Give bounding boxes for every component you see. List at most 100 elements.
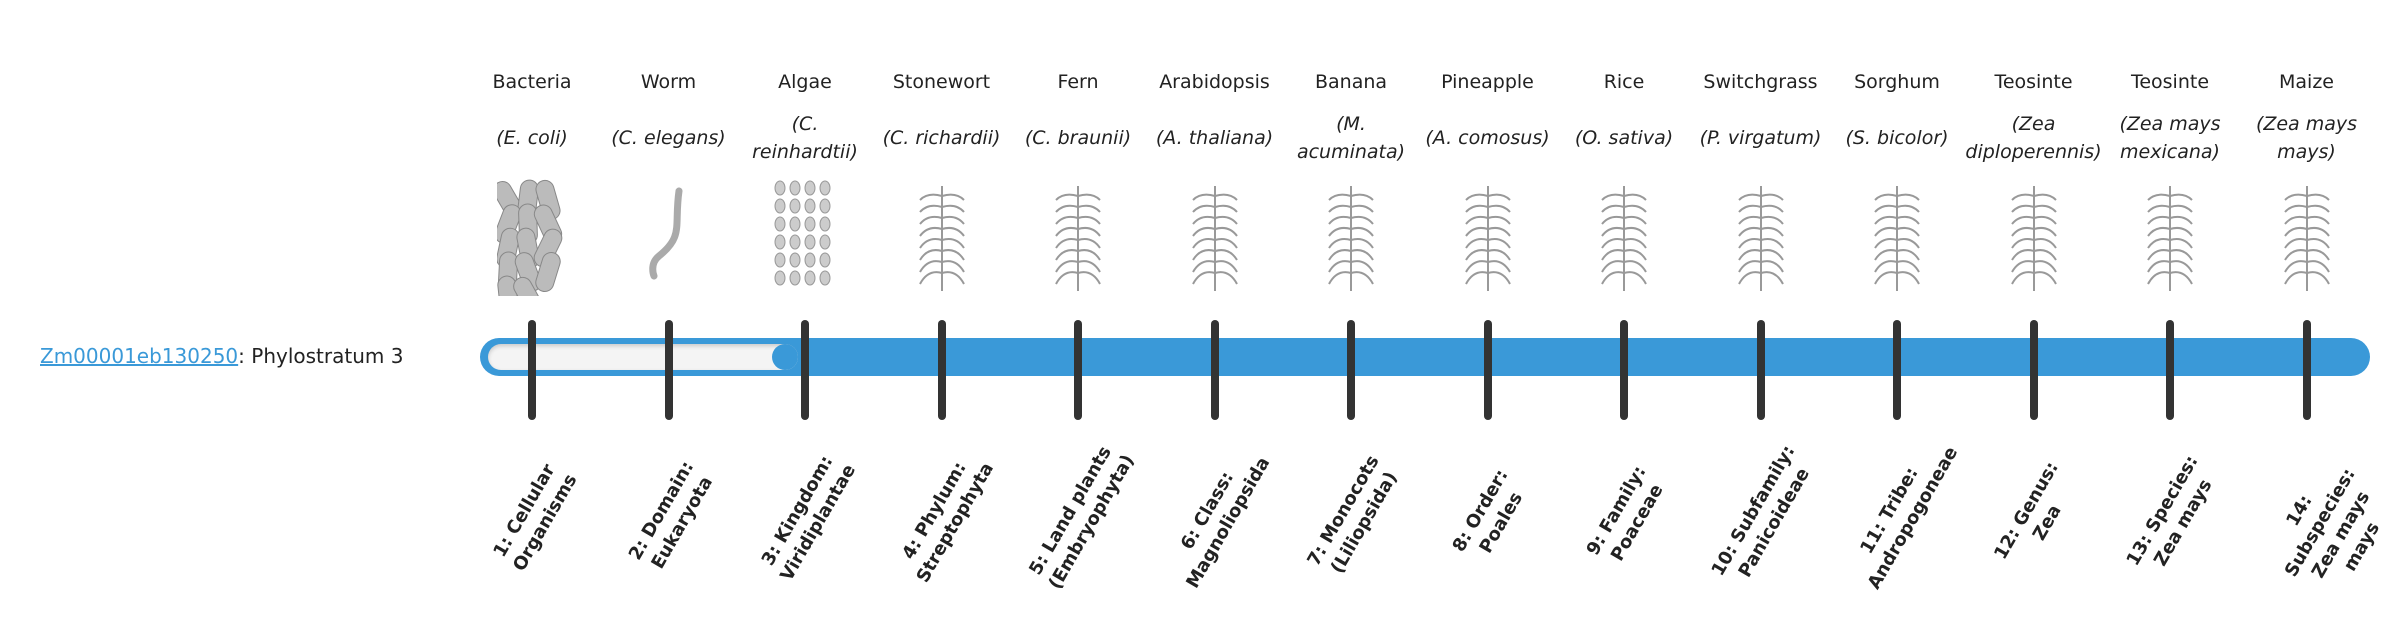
organism-common-name: Arabidopsis (1147, 64, 1283, 104)
scientific-name-text: (S. bicolor) (1845, 124, 1948, 152)
organism-common-name: Fern (1010, 64, 1146, 104)
stratum-label: 4: Phylum: Streptophyta (887, 440, 1004, 594)
organism-column: Fern (C. braunii) (1010, 64, 1146, 296)
phylostratum-text: Phylostratum 3 (245, 344, 404, 368)
fern-icon (1010, 176, 1146, 296)
bar-fill-edge (772, 344, 798, 370)
organism-scientific-name: (Zea mays mexicana) (2102, 104, 2238, 172)
organism-common-name: Switchgrass (1693, 64, 1829, 104)
stratum-tick (2303, 320, 2311, 420)
scientific-name-text: (E. coli) (496, 124, 568, 152)
stratum-label: 13: Species: Zea mays (2115, 440, 2232, 594)
organism-common-name: Bacteria (464, 64, 600, 104)
stonewort-icon (874, 176, 1010, 296)
scientific-name-text: (C. reinhardtii) (737, 110, 873, 166)
organism-scientific-name: (O. sativa) (1556, 104, 1692, 172)
organism-scientific-name: (E. coli) (464, 104, 600, 172)
stratum-label: 9: Family: Poaceae (1569, 440, 1686, 594)
scientific-name-text: (C. richardii) (883, 124, 1001, 152)
organism-column: Rice (O. sativa) (1556, 64, 1692, 296)
scientific-name-text: (A. thaliana) (1156, 124, 1273, 152)
stratum-label: 8: Order: Poales (1433, 440, 1550, 594)
organism-column: Sorghum (S. bicolor) (1829, 64, 1965, 296)
stratum-label: 3: Kingdom: Viridiplantae (750, 440, 867, 594)
gene-separator: : (238, 344, 245, 368)
organism-scientific-name: (C. reinhardtii) (737, 104, 873, 172)
organism-common-name: Maize (2239, 64, 2375, 104)
stratum-tick (1074, 320, 1082, 420)
stratum-label: 10: Subfamily: Panicoideae (1706, 440, 1823, 594)
stratum-tick (1757, 320, 1765, 420)
scientific-name-text: (Zea mays mexicana) (2102, 110, 2238, 166)
stratum-tick (1211, 320, 1219, 420)
organism-column: Worm (C. elegans) (601, 64, 737, 296)
scientific-name-text: (P. virgatum) (1700, 124, 1822, 152)
stratum-label: 12: Genus: Zea (1979, 440, 2096, 594)
stratum-label: 14: Subspecies: Zea mays mays (2252, 440, 2400, 618)
stratum-tick (2166, 320, 2174, 420)
organism-common-name: Sorghum (1829, 64, 1965, 104)
scientific-name-text: (O. sativa) (1575, 124, 1673, 152)
stratum-tick (801, 320, 809, 420)
organism-column: Bacteria (E. coli) (464, 64, 600, 296)
organism-common-name: Teosinte (2102, 64, 2238, 104)
stratum-label: 2: Domain: Eukaryota (614, 440, 731, 594)
organism-scientific-name: (A. comosus) (1420, 104, 1556, 172)
scientific-name-text: (M. acuminata) (1283, 110, 1419, 166)
organism-column: Switchgrass (P. virgatum) (1693, 64, 1829, 296)
organism-scientific-name: (C. richardii) (874, 104, 1010, 172)
stratum-label: 11: Tribe: Andropogoneae (1842, 440, 1959, 594)
stratum-label: 7: Monocots (Liliopsida) (1296, 440, 1413, 594)
stratum-label: 6: Class: Magnoliopsida (1160, 440, 1277, 594)
organism-common-name: Stonewort (874, 64, 1010, 104)
organism-common-name: Algae (737, 64, 873, 104)
stratum-tick (665, 320, 673, 420)
stratum-tick (1484, 320, 1492, 420)
organism-column: Banana (M. acuminata) (1283, 64, 1419, 296)
organism-scientific-name: (S. bicolor) (1829, 104, 1965, 172)
stratum-tick (528, 320, 536, 420)
organism-scientific-name: (P. virgatum) (1693, 104, 1829, 172)
organism-column: Stonewort (C. richardii) (874, 64, 1010, 296)
pineapple-icon (1420, 176, 1556, 296)
scientific-name-text: (C. braunii) (1025, 124, 1131, 152)
gene-label: Zm00001eb130250: Phylostratum 3 (40, 340, 403, 372)
organism-column: Algae (C. reinhardtii) (737, 64, 873, 296)
scientific-name-text: (A. comosus) (1425, 124, 1549, 152)
organism-column: Pineapple (A. comosus) (1420, 64, 1556, 296)
maize-icon (2239, 176, 2375, 296)
organism-common-name: Pineapple (1420, 64, 1556, 104)
worm-icon (601, 176, 737, 296)
organism-common-name: Teosinte (1966, 64, 2102, 104)
organism-column: Teosinte (Zea diploperennis) (1966, 64, 2102, 296)
organism-scientific-name: (Zea mays mays) (2239, 104, 2375, 172)
stratum-label: 1: Cellular Organisms (477, 440, 594, 594)
gene-link[interactable]: Zm00001eb130250 (40, 344, 238, 368)
organism-column: Arabidopsis (A. thaliana) (1147, 64, 1283, 296)
stratum-tick (1347, 320, 1355, 420)
organism-scientific-name: (C. braunii) (1010, 104, 1146, 172)
scientific-name-text: (Zea mays mays) (2239, 110, 2375, 166)
stratum-tick (2030, 320, 2038, 420)
rice-icon (1556, 176, 1692, 296)
organism-common-name: Rice (1556, 64, 1692, 104)
organism-scientific-name: (Zea diploperennis) (1966, 104, 2102, 172)
stratum-tick (1620, 320, 1628, 420)
teosinte-icon (1966, 176, 2102, 296)
algae-icon (737, 176, 873, 296)
switchgrass-icon (1693, 176, 1829, 296)
organism-scientific-name: (A. thaliana) (1147, 104, 1283, 172)
phylostratum-bar (480, 338, 2370, 376)
organism-common-name: Worm (601, 64, 737, 104)
teosinte-icon (2102, 176, 2238, 296)
stratum-tick (938, 320, 946, 420)
organism-column: Teosinte (Zea mays mexicana) (2102, 64, 2238, 296)
organism-common-name: Banana (1283, 64, 1419, 104)
organism-scientific-name: (M. acuminata) (1283, 104, 1419, 172)
stratum-label: 5: Land plants (Embryophyta) (1023, 440, 1140, 594)
sorghum-icon (1829, 176, 1965, 296)
scientific-name-text: (C. elegans) (611, 124, 725, 152)
arabidopsis-icon (1147, 176, 1283, 296)
organism-column: Maize (Zea mays mays) (2239, 64, 2375, 296)
bacteria-icon (464, 176, 600, 296)
